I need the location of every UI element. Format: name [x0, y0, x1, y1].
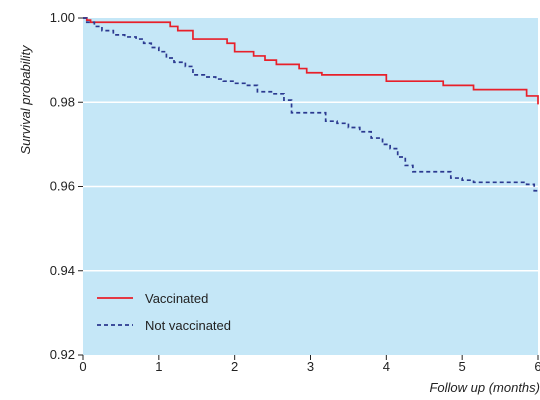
y-tick-label-0: 0.92 [50, 347, 75, 362]
x-tick-label-3: 3 [307, 359, 314, 374]
grid [83, 101, 538, 272]
series-line-vaccinated [83, 17, 539, 105]
y-tick-label-4: 1.00 [50, 10, 75, 25]
axes: 0.92 0.94 0.96 0.98 1.00 0 1 2 3 4 5 6 [50, 10, 540, 374]
x-axis-label: Follow up (months) [429, 380, 540, 395]
y-tick-label-2: 0.96 [50, 179, 75, 194]
legend-label-not-vaccinated: Not vaccinated [145, 318, 231, 333]
x-tick-label-1: 1 [155, 359, 162, 374]
y-tick-label-3: 0.98 [50, 94, 75, 109]
x-tick-label-0: 0 [79, 359, 86, 374]
x-tick-label-4: 4 [383, 359, 390, 374]
series-lines [83, 17, 539, 192]
y-tick-label-1: 0.94 [50, 263, 75, 278]
legend-label-vaccinated: Vaccinated [145, 291, 208, 306]
y-axis-label: Survival probability [18, 44, 33, 155]
x-tick-label-6: 6 [534, 359, 540, 374]
x-tick-label-5: 5 [459, 359, 466, 374]
x-tick-label-2: 2 [231, 359, 238, 374]
legend: Vaccinated Not vaccinated [97, 291, 231, 333]
